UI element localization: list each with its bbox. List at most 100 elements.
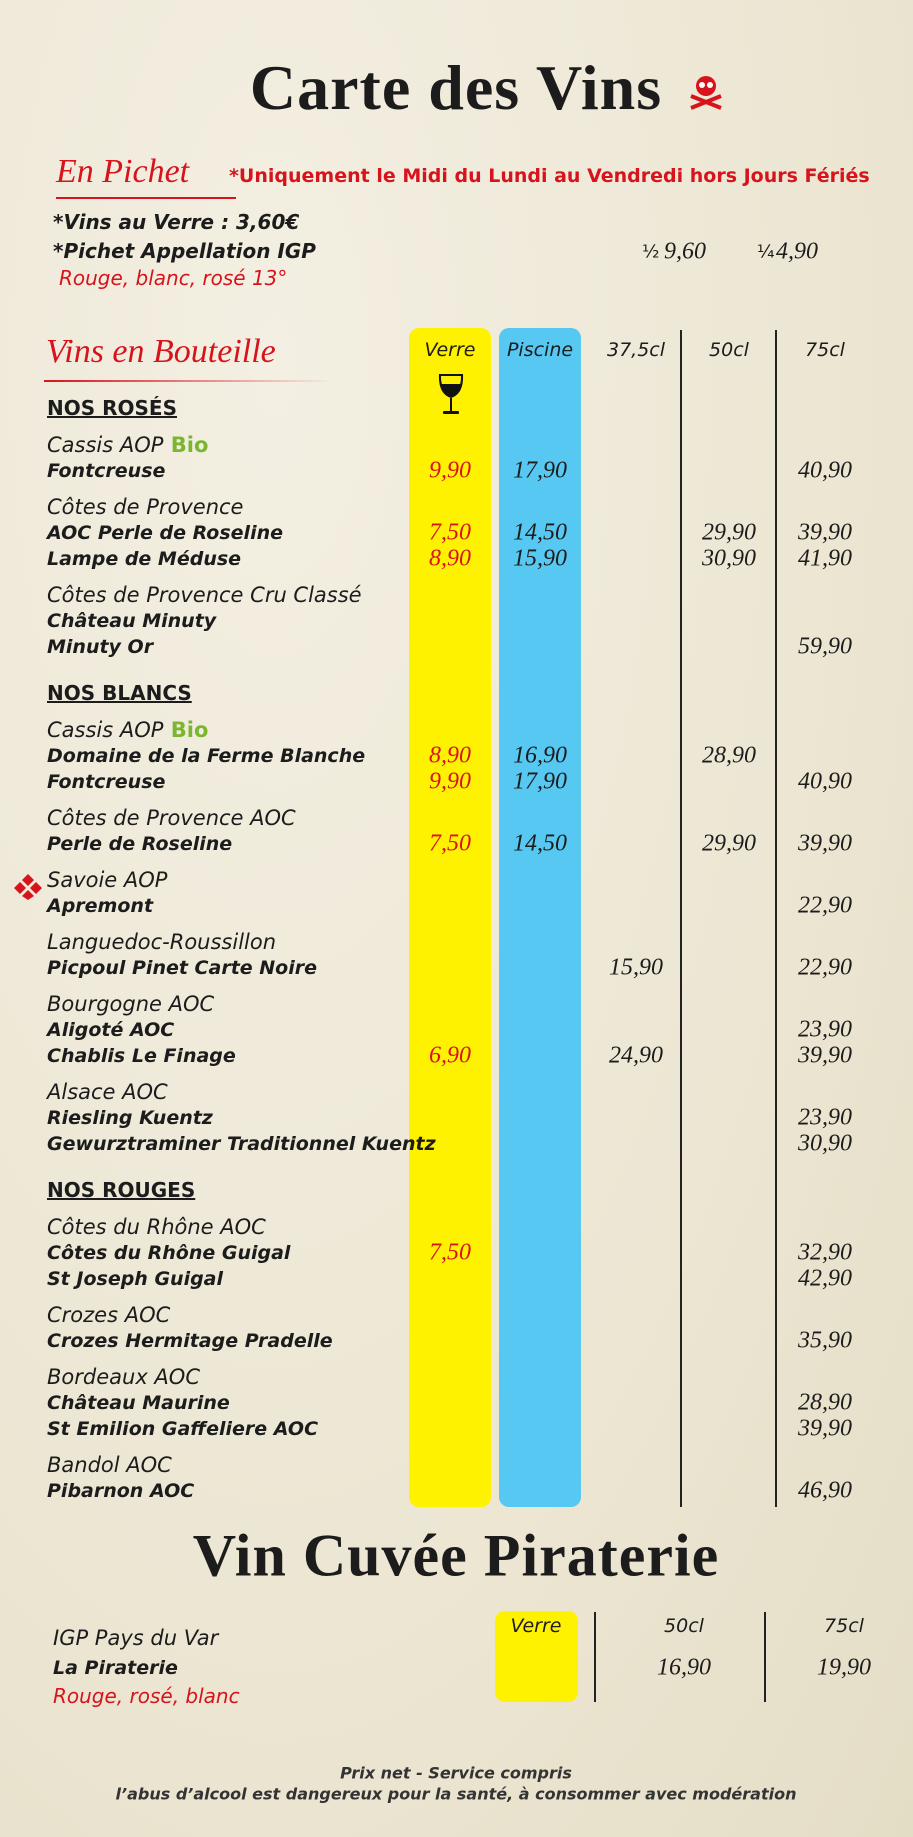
column-separator [594, 1612, 596, 1702]
price: 23,90 [798, 1016, 852, 1043]
price: 16,90 [657, 1654, 711, 1681]
price: 6,90 [429, 1042, 471, 1069]
price: 40,90 [798, 768, 852, 795]
region-name: Languedoc-Roussillon [47, 930, 277, 954]
column-header: Piscine [506, 339, 574, 361]
wine-name: Lampe de Méduse [47, 548, 242, 570]
pichet-line: *Pichet Appellation IGP [53, 239, 316, 263]
price: 22,90 [798, 954, 852, 981]
wine-name: Minuty Or [47, 636, 154, 658]
region-name: Crozes AOC [47, 1303, 171, 1327]
column-header: Verre [510, 1615, 562, 1637]
ornament-icon [14, 874, 42, 900]
price: 29,90 [702, 830, 756, 857]
price: 15,90 [513, 545, 567, 572]
region: Bordeaux AOC [47, 1365, 200, 1389]
section-title: NOS BLANCS [47, 681, 192, 705]
section-title: NOS ROSÉS [47, 396, 177, 420]
region: Cassis AOP Bio [47, 718, 208, 742]
price: 8,90 [429, 742, 471, 769]
wine-name: Côtes du Rhône Guigal [47, 1242, 291, 1264]
region-name: Bandol AOC [47, 1453, 172, 1477]
price: 17,90 [513, 768, 567, 795]
region: Savoie AOP [47, 868, 167, 892]
region: Côtes de Provence Cru Classé [47, 583, 362, 607]
region: Côtes de Provence [47, 495, 243, 519]
price: 32,90 [798, 1239, 852, 1266]
underline [56, 197, 236, 199]
price: 39,90 [798, 1415, 852, 1442]
wine-name: Domaine de la Ferme Blanche [47, 745, 366, 767]
price: 7,50 [429, 830, 471, 857]
cuvee-title: Vin Cuvée Piraterie [192, 1522, 720, 1589]
pichet-heading: En Pichet [56, 153, 190, 190]
wine-name: Perle de Roseline [47, 833, 233, 855]
wine-name: Chablis Le Finage [47, 1045, 236, 1067]
column-header: 37,5cl [606, 339, 666, 361]
column-header: 75cl [824, 1615, 864, 1637]
wine-name: Fontcreuse [47, 771, 166, 793]
cuvee-verre-box [495, 1611, 578, 1702]
footer-line: Prix net - Service compris [340, 1763, 572, 1783]
half-label: ½ [642, 241, 660, 263]
wine-name: Fontcreuse [47, 460, 166, 482]
region: Languedoc-Roussillon [47, 930, 276, 954]
column-header: Verre [424, 339, 476, 361]
price: 14,50 [513, 830, 567, 857]
wine-name: Château Maurine [47, 1392, 230, 1414]
region-name: Côtes de Provence AOC [47, 806, 296, 830]
price: 7,50 [429, 1239, 471, 1266]
price: 24,90 [609, 1042, 663, 1069]
region-name: Bourgogne AOC [47, 992, 215, 1016]
region: Alsace AOC [47, 1080, 168, 1104]
price: 9,90 [429, 768, 471, 795]
region-name: Alsace AOC [47, 1080, 168, 1104]
footer-line: l’abus d’alcool est dangereux pour la sa… [115, 1784, 797, 1804]
region: Côtes du Rhône AOC [47, 1215, 266, 1239]
price: 41,90 [798, 545, 852, 572]
column-header: 50cl [709, 339, 749, 361]
wine-name: La Piraterie [53, 1657, 178, 1679]
region: IGP Pays du Var [53, 1626, 219, 1650]
region: Bourgogne AOC [47, 992, 214, 1016]
price: 19,90 [817, 1654, 871, 1681]
price: 40,90 [798, 457, 852, 484]
skull-icon [690, 76, 722, 110]
region-name: Côtes du Rhône AOC [47, 1215, 266, 1239]
region: Cassis AOP Bio [47, 433, 208, 457]
bouteille-heading: Vins en Bouteille [46, 333, 276, 370]
column-separator [680, 330, 682, 1507]
price: 46,90 [798, 1477, 852, 1504]
pichet-colors: Rouge, blanc, rosé 13° [59, 266, 288, 290]
wine-name: Château Minuty [47, 610, 217, 632]
wine-name: Pibarnon AOC [47, 1480, 195, 1502]
region-name: Savoie AOP [47, 868, 168, 892]
price: 29,90 [702, 519, 756, 546]
price: 35,90 [798, 1327, 852, 1354]
pichet-line: *Vins au Verre : 3,60€ [53, 210, 300, 234]
wine-name: Picpoul Pinet Carte Noire [47, 957, 317, 979]
price: 39,90 [798, 1042, 852, 1069]
wine-name: St Joseph Guigal [47, 1268, 224, 1290]
quarter-label: ¼ [757, 241, 775, 263]
price: 16,90 [513, 742, 567, 769]
bio-tag: Bio [163, 433, 209, 457]
wine-glass-icon [438, 374, 464, 414]
region: Côtes de Provence AOC [47, 806, 296, 830]
price: 15,90 [609, 954, 663, 981]
price: 28,90 [702, 742, 756, 769]
price: 42,90 [798, 1265, 852, 1292]
column-header: 50cl [664, 1615, 704, 1637]
piscine-column [499, 328, 581, 1507]
wine-name: Apremont [47, 895, 154, 917]
region: Crozes AOC [47, 1303, 170, 1327]
column-separator [764, 1612, 766, 1702]
price: 7,50 [429, 519, 471, 546]
price: 39,90 [798, 519, 852, 546]
pichet-note: *Uniquement le Midi du Lundi au Vendredi… [229, 165, 870, 187]
underline [44, 380, 334, 382]
bio-tag: Bio [163, 718, 209, 742]
wine-name: Aligoté AOC [47, 1019, 175, 1041]
region: Bandol AOC [47, 1453, 172, 1477]
price: 14,50 [513, 519, 567, 546]
